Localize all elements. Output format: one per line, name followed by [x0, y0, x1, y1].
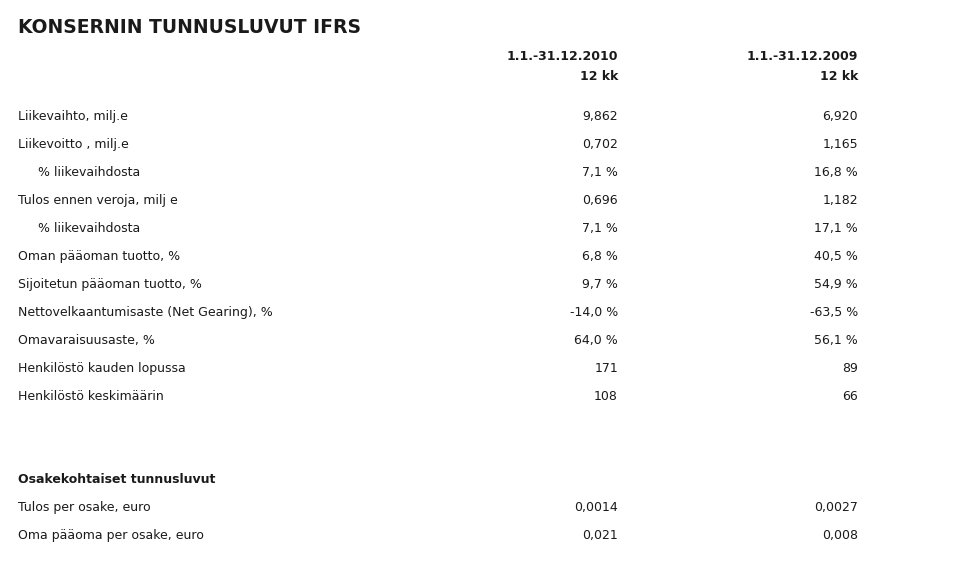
- Text: 108: 108: [595, 390, 618, 403]
- Text: 12 kk: 12 kk: [820, 70, 858, 83]
- Text: % liikevaihdosta: % liikevaihdosta: [30, 166, 140, 179]
- Text: Liikevoitto , milj.e: Liikevoitto , milj.e: [18, 138, 129, 151]
- Text: 0,696: 0,696: [582, 194, 618, 207]
- Text: 6,8 %: 6,8 %: [582, 250, 618, 263]
- Text: Tulos per osake, euro: Tulos per osake, euro: [18, 501, 151, 514]
- Text: Henkilöstö kauden lopussa: Henkilöstö kauden lopussa: [18, 362, 186, 375]
- Text: Oman pääoman tuotto, %: Oman pääoman tuotto, %: [18, 250, 180, 263]
- Text: 7,1 %: 7,1 %: [582, 166, 618, 179]
- Text: Henkilöstö keskimäärin: Henkilöstö keskimäärin: [18, 390, 164, 403]
- Text: % liikevaihdosta: % liikevaihdosta: [30, 222, 140, 235]
- Text: Oma pääoma per osake, euro: Oma pääoma per osake, euro: [18, 529, 204, 542]
- Text: 1,165: 1,165: [823, 138, 858, 151]
- Text: 64,0 %: 64,0 %: [574, 334, 618, 347]
- Text: Sijoitetun pääoman tuotto, %: Sijoitetun pääoman tuotto, %: [18, 278, 202, 291]
- Text: 66: 66: [842, 390, 858, 403]
- Text: 0,021: 0,021: [582, 529, 618, 542]
- Text: 0,008: 0,008: [822, 529, 858, 542]
- Text: 0,0014: 0,0014: [574, 501, 618, 514]
- Text: 6,920: 6,920: [823, 110, 858, 123]
- Text: 0,0027: 0,0027: [814, 501, 858, 514]
- Text: -14,0 %: -14,0 %: [570, 306, 618, 319]
- Text: Tulos ennen veroja, milj e: Tulos ennen veroja, milj e: [18, 194, 177, 207]
- Text: 9,862: 9,862: [582, 110, 618, 123]
- Text: Liikevaihto, milj.e: Liikevaihto, milj.e: [18, 110, 128, 123]
- Text: Nettovelkaantumisaste (Net Gearing), %: Nettovelkaantumisaste (Net Gearing), %: [18, 306, 272, 319]
- Text: 56,1 %: 56,1 %: [814, 334, 858, 347]
- Text: 171: 171: [595, 362, 618, 375]
- Text: 7,1 %: 7,1 %: [582, 222, 618, 235]
- Text: 0,702: 0,702: [582, 138, 618, 151]
- Text: 1.1.-31.12.2010: 1.1.-31.12.2010: [506, 50, 618, 63]
- Text: -63,5 %: -63,5 %: [809, 306, 858, 319]
- Text: Omavaraisuusaste, %: Omavaraisuusaste, %: [18, 334, 154, 347]
- Text: Osakekohtaiset tunnusluvut: Osakekohtaiset tunnusluvut: [18, 473, 216, 486]
- Text: 12 kk: 12 kk: [579, 70, 618, 83]
- Text: 1,182: 1,182: [823, 194, 858, 207]
- Text: 1.1.-31.12.2009: 1.1.-31.12.2009: [747, 50, 858, 63]
- Text: 17,1 %: 17,1 %: [814, 222, 858, 235]
- Text: 16,8 %: 16,8 %: [814, 166, 858, 179]
- Text: 40,5 %: 40,5 %: [814, 250, 858, 263]
- Text: 9,7 %: 9,7 %: [582, 278, 618, 291]
- Text: 89: 89: [842, 362, 858, 375]
- Text: KONSERNIN TUNNUSLUVUT IFRS: KONSERNIN TUNNUSLUVUT IFRS: [18, 18, 361, 37]
- Text: 54,9 %: 54,9 %: [814, 278, 858, 291]
